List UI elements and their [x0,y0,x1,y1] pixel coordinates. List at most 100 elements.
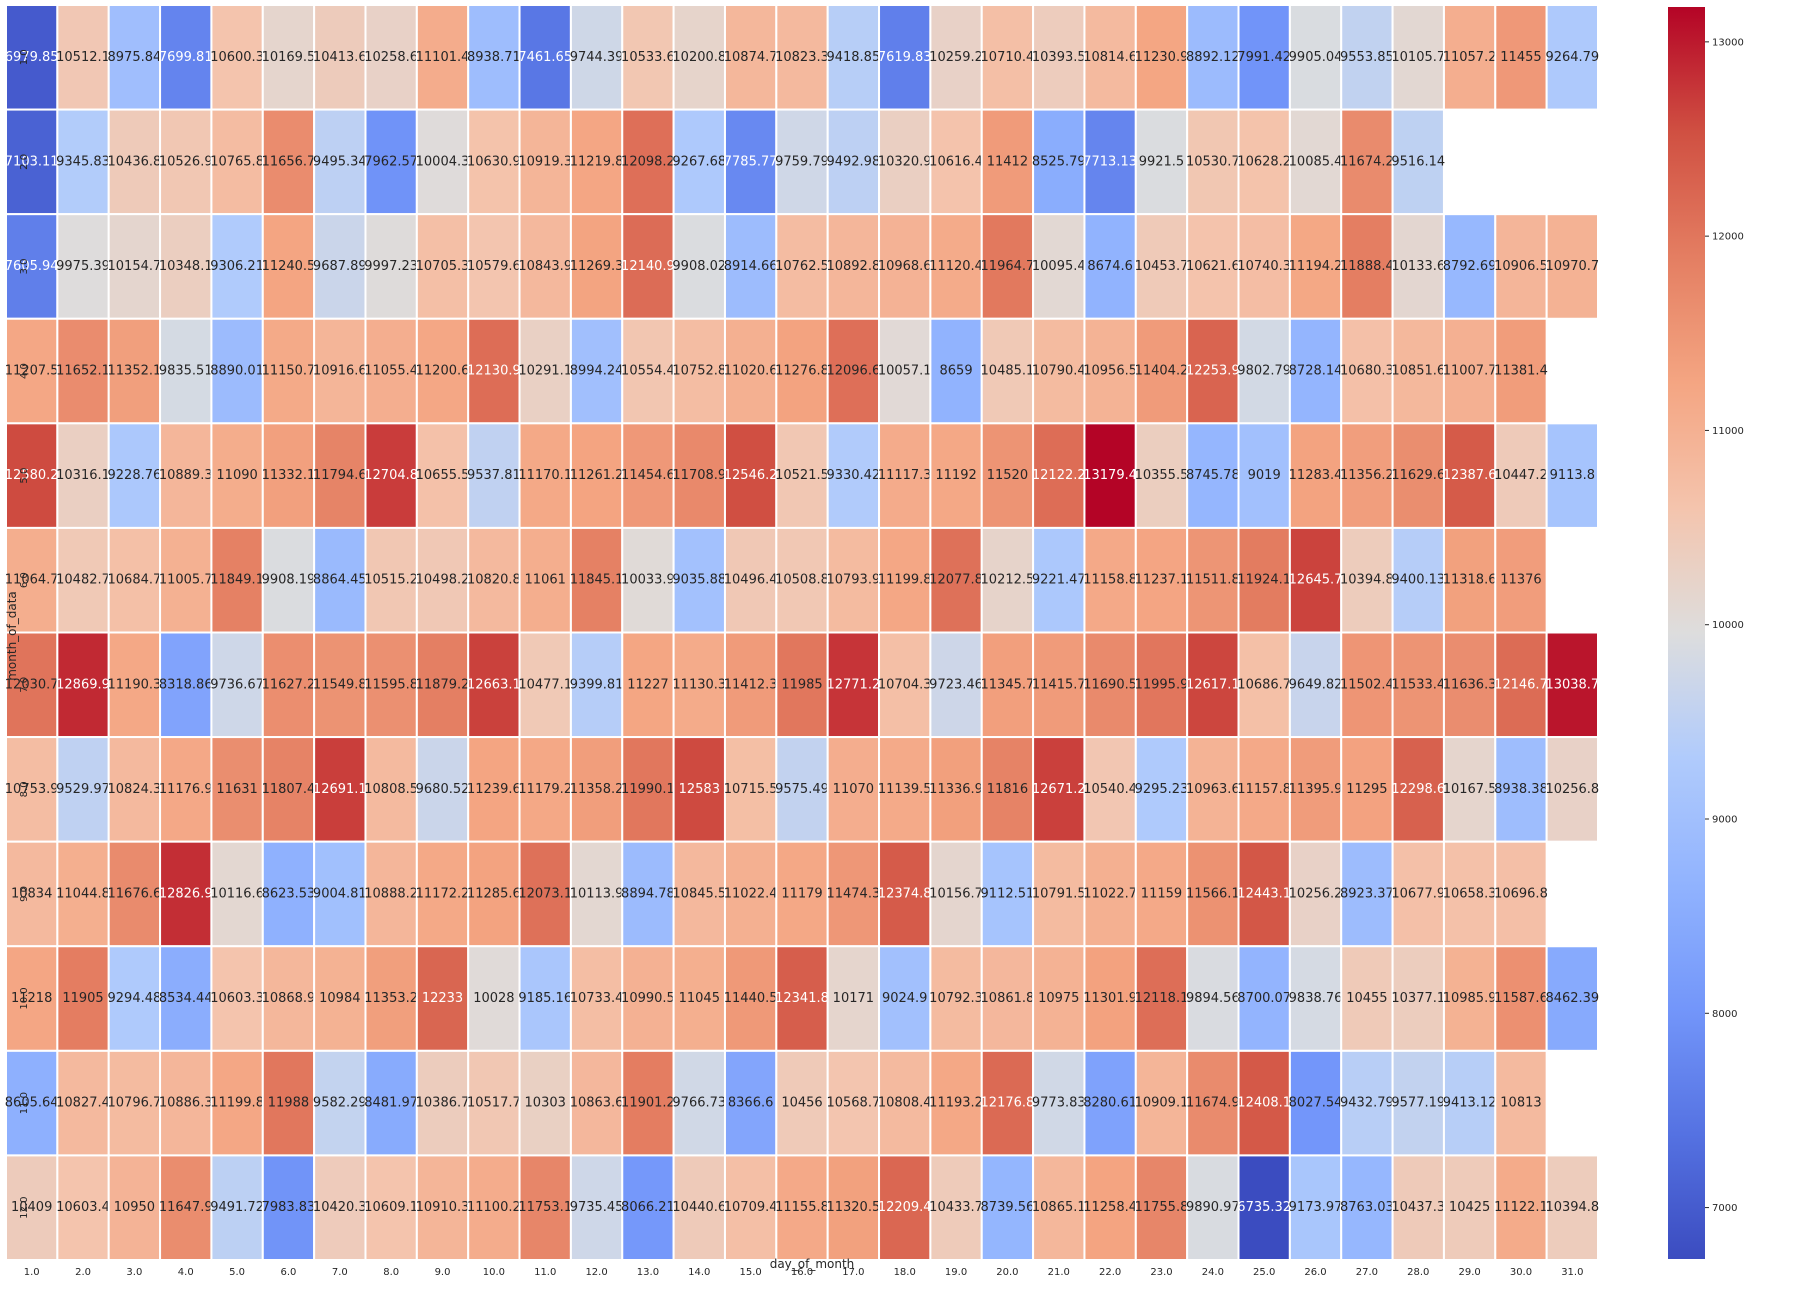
cell-value-label: 9173.97 [1289,1200,1343,1215]
cell-value-label: 10521.5 [775,468,829,483]
cell-value-label: 11988 [268,1096,309,1111]
cell-value-label: 11533.4 [1391,677,1445,692]
cell-value-label: 10603.4 [56,1200,110,1215]
heatmap-cell [1545,422,1599,529]
heatmap-cell [1442,317,1497,425]
heatmap-cell [1288,1154,1343,1261]
heatmap-cell [1032,1154,1086,1261]
cell-value-label: 11237.1 [1135,573,1189,588]
heatmap-cell [107,631,162,739]
heatmap-cell [1442,213,1497,320]
cell-value-label: 7103.11 [5,154,59,169]
cell-value-label: 11879.2 [416,677,470,692]
cell-value-label: 11353.2 [364,991,418,1006]
cell-value-label: 11090 [216,468,257,483]
cell-value-label: 10156.7 [929,886,983,901]
heatmap-cell [261,526,316,634]
cell-value-label: 12341.8 [775,991,829,1006]
cell-value-label: 8280.61 [1083,1096,1137,1111]
cell-value-label: 11070 [833,782,874,797]
heatmap-cell [1494,631,1548,739]
cell-value-label: 9529.97 [56,782,110,797]
cell-value-label: 12253.9 [1186,364,1240,379]
x-axis-label: day_of_month [770,1257,855,1271]
cell-value-label: 11474.3 [826,886,880,901]
cell-value-label: 12671.2 [1032,782,1086,797]
cell-value-label: 10709.4 [724,1200,778,1215]
y-tick-label: 7.0 [19,677,30,693]
heatmap-cell [621,213,675,320]
heatmap-cell [980,4,1035,111]
cell-value-label: 8318.86 [159,677,213,692]
heatmap-cell [775,840,829,948]
x-tick-labels: 1.0 2.0 3.0 4.0 5.0 6.0 7.0 8.0 9.0 10.0 11.0 12.0 1… [24,1267,1584,1278]
cell-value-label: 10868.9 [262,991,316,1006]
heatmap-cell [569,1049,624,1157]
cell-value-label: 10752.8 [672,364,726,379]
heatmap-cell [1545,631,1599,739]
cell-value-label: 11636.3 [1443,677,1497,692]
cell-value-label: 11511.8 [1186,573,1240,588]
colorbar: 7000 8000 9000 10000 11000 12000 13000 [1668,7,1744,1259]
cell-value-label: 12130.9 [467,364,521,379]
cell-value-label: 10482.7 [56,573,110,588]
cell-value-label: 9997.23 [364,259,418,274]
heatmap-cell [929,213,983,320]
heatmap-cell [980,945,1035,1052]
heatmap-cell [1083,526,1137,634]
cell-value-label: 10968.6 [878,259,932,274]
cell-value-label: 10919.3 [518,154,572,169]
cell-value-label: 12617.1 [1186,677,1240,692]
heatmap-cell [1442,1154,1497,1261]
cell-value-label: 6735.32 [1237,1200,1291,1215]
cell-value-label: 10256.2 [1289,886,1343,901]
cell-value-label: 8481.97 [364,1096,418,1111]
cell-value-label: 10906.5 [1494,259,1548,274]
heatmap-cell [1186,108,1240,216]
cell-value-label: 11179.2 [518,782,572,797]
cell-value-label: 10393.5 [1032,50,1086,65]
heatmap-cell [1186,736,1240,843]
cell-value-label: 11985 [781,677,822,692]
cell-value-label: 6979.85 [5,50,59,65]
cell-value-label: 9921.5 [1139,154,1185,169]
cell-value-label: 12869.9 [56,677,110,692]
cell-value-label: 12077.8 [929,573,983,588]
y-tick-label: 1.0 [19,49,30,65]
cell-value-label: 10990.5 [621,991,675,1006]
heatmap-cell [1083,108,1137,216]
y-tick-label: 2.0 [19,154,30,170]
cell-value-label: 9295.23 [1135,782,1189,797]
cell-value-label: 9838.76 [1289,991,1343,1006]
cell-value-label: 11064.7 [5,573,59,588]
cell-value-label: 10834 [11,886,52,901]
cell-value-label: 11219.8 [570,154,624,169]
cell-value-label: 11218 [11,991,52,1006]
cell-value-label: 10813 [1500,1096,1541,1111]
cell-value-label: 10740.3 [1237,259,1291,274]
cell-value-label: 11587.6 [1494,991,1548,1006]
cell-value-label: 12098.2 [621,154,675,169]
cell-value-label: 11412 [987,154,1028,169]
heatmap-cell [313,317,367,425]
cell-value-label: 11440.5 [724,991,778,1006]
cell-value-label: 11159 [1141,886,1182,901]
heatmap-cell [1340,945,1394,1052]
cell-value-label: 10425 [1449,1200,1490,1215]
heatmap-cell [1340,1154,1394,1261]
heatmap-cell [672,631,726,739]
heatmap-cell [159,1049,213,1157]
cell-value-label: 10409 [11,1200,52,1215]
cell-value-label: 12645.7 [1289,573,1343,588]
cell-value-label: 10453.7 [1135,259,1189,274]
cell-value-label: 12387.6 [1443,468,1497,483]
cell-value-label: 10845.5 [672,886,726,901]
heatmap-cell [1545,736,1599,843]
cell-value-label: 8462.39 [1545,991,1599,1006]
cell-value-label: 10477.1 [518,677,572,692]
cell-value-label: 10057.1 [878,364,932,379]
cell-value-label: 12118.1 [1135,991,1189,1006]
cell-value-label: 8763.03 [1340,1200,1394,1215]
heatmap-cell [1083,317,1137,425]
